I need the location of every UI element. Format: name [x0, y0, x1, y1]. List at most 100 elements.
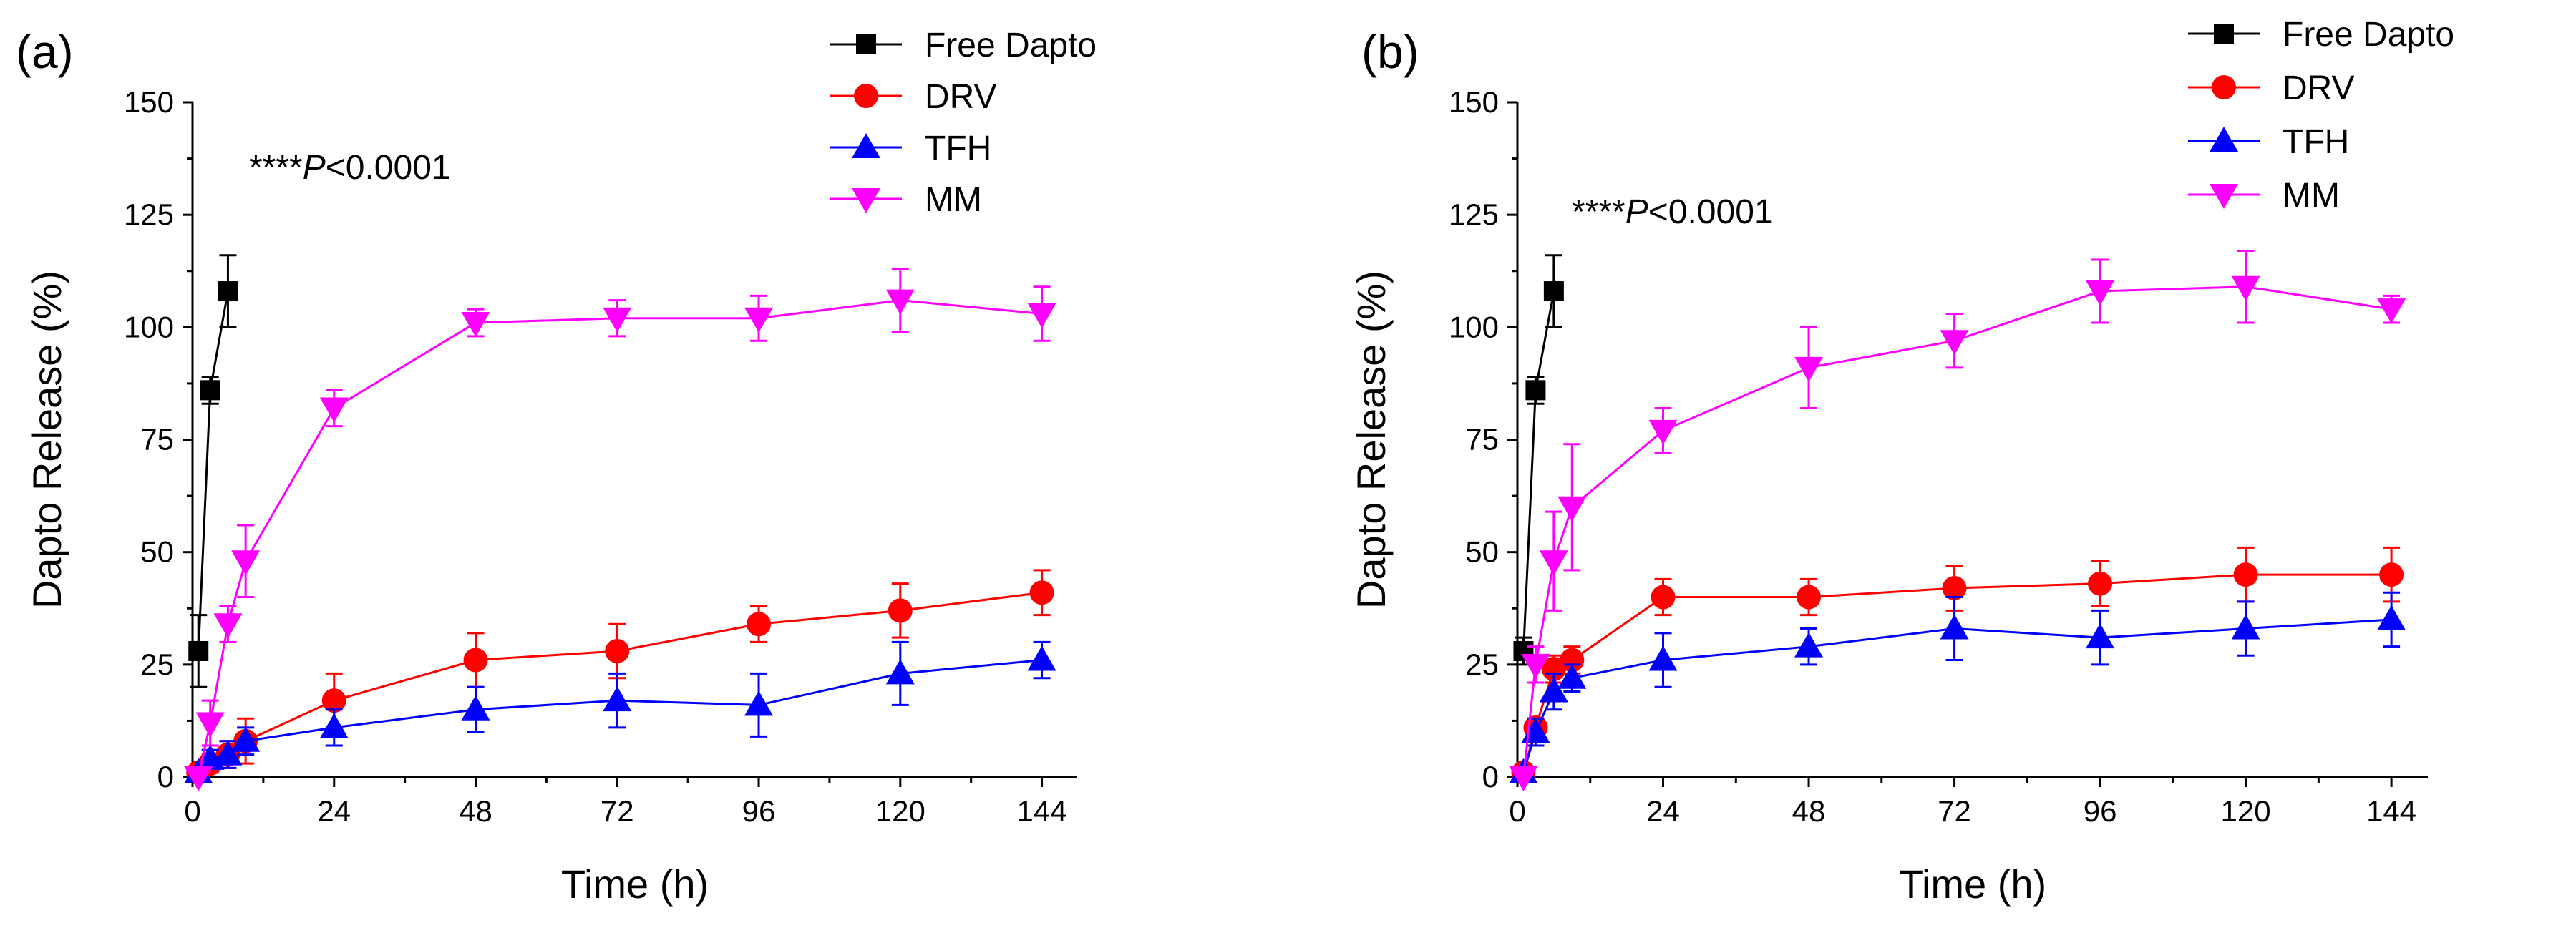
legend-entry: Free Dapto: [830, 26, 1097, 64]
series-drv: [1511, 546, 2404, 785]
data-point: [2233, 562, 2258, 587]
y-tick-label: 125: [124, 197, 174, 231]
data-point: [744, 690, 774, 716]
series-line: [1522, 285, 2392, 778]
y-tick-label: 50: [140, 535, 174, 569]
y-tick-label: 0: [1482, 760, 1499, 793]
data-point: [195, 712, 225, 738]
data-point: [319, 397, 349, 423]
y-tick-label: 125: [1449, 197, 1499, 231]
data-point: [218, 281, 238, 302]
data-point: [1027, 303, 1056, 328]
data-point: [184, 766, 213, 791]
data-point: [603, 686, 632, 712]
data-point: [1027, 645, 1056, 671]
x-tick-label: 72: [1938, 794, 1971, 828]
series-line: [1522, 290, 1555, 652]
y-tick-label: 75: [140, 423, 174, 456]
legend-entry: DRV: [830, 78, 996, 116]
data-point: [2088, 571, 2113, 596]
y-tick-label: 150: [1449, 85, 1499, 119]
legend-entry: Free Dapto: [2188, 16, 2454, 54]
x-tick-label: 24: [317, 794, 351, 828]
x-tick-label: 72: [601, 794, 634, 828]
y-tick-label: 25: [1465, 648, 1499, 681]
data-point: [463, 648, 488, 673]
data-point: [1651, 585, 1676, 610]
legend-label: Free Dapto: [2283, 16, 2454, 54]
series-tfh: [184, 640, 1056, 783]
legend-entry: TFH: [2188, 123, 2349, 161]
data-point: [2231, 614, 2260, 640]
data-point: [888, 598, 913, 623]
legend-label: DRV: [925, 78, 996, 116]
legend-entry: MM: [2188, 177, 2340, 215]
series-line: [198, 659, 1042, 773]
legend-label: DRV: [2283, 69, 2354, 107]
annotation-value: <0.0001: [326, 149, 451, 187]
legend-entry: DRV: [2188, 69, 2354, 107]
annotation-stars: ****: [1572, 193, 1625, 231]
y-tick-label: 0: [157, 760, 174, 793]
data-point: [1543, 281, 1564, 302]
data-point: [1521, 653, 1550, 679]
x-tick-label: 48: [1792, 794, 1826, 828]
y-tick-label: 150: [124, 85, 174, 119]
data-point: [1940, 614, 1969, 640]
data-point: [747, 612, 772, 637]
y-tick-label: 50: [1465, 535, 1499, 569]
data-point: [1557, 663, 1587, 689]
x-tick-label: 120: [2221, 794, 2271, 828]
legend-marker: [852, 133, 880, 158]
data-point: [321, 688, 346, 713]
series-line: [197, 290, 229, 652]
data-point: [319, 713, 349, 738]
x-tick-label: 24: [1646, 794, 1680, 828]
series-line: [198, 591, 1042, 773]
series-line: [1522, 618, 2392, 773]
data-point: [885, 289, 915, 315]
x-tick-label: 0: [1509, 794, 1525, 828]
x-axis-label: Time (h): [1899, 861, 2046, 907]
legend-label: Free Dapto: [925, 26, 1097, 64]
x-tick-label: 48: [459, 794, 492, 828]
series-line: [197, 299, 1042, 778]
data-point: [2231, 275, 2260, 301]
panel-label: (b): [1361, 25, 1419, 78]
annotation-value: <0.0001: [1648, 193, 1774, 231]
y-axis-label: Dapto Release (%): [1348, 270, 1394, 609]
legend-label: TFH: [925, 130, 991, 167]
data-point: [1794, 356, 1824, 382]
panel-label: (a): [16, 25, 74, 78]
data-point: [1509, 766, 1538, 791]
data-point: [1557, 496, 1587, 522]
data-point: [231, 550, 261, 576]
data-point: [231, 726, 261, 752]
legend-marker: [852, 188, 880, 213]
x-tick-label: 0: [184, 794, 200, 828]
data-point: [605, 638, 630, 663]
data-point: [1940, 330, 1969, 356]
significance-annotation: ****P<0.0001: [1572, 193, 1774, 231]
annotation-stars: ****: [249, 149, 303, 187]
series-drv: [186, 569, 1054, 785]
y-tick-label: 75: [1465, 423, 1499, 456]
legend-entry: TFH: [830, 130, 991, 167]
data-point: [2379, 562, 2404, 587]
legend-label: TFH: [2283, 123, 2349, 161]
data-point: [1539, 550, 1568, 576]
data-point: [213, 613, 243, 639]
legend-entry: MM: [830, 181, 982, 219]
x-tick-label: 96: [742, 794, 776, 828]
data-point: [461, 312, 490, 338]
significance-annotation: ****P<0.0001: [249, 149, 451, 187]
data-point: [1648, 645, 1678, 671]
data-point: [1029, 580, 1054, 605]
data-point: [885, 659, 915, 685]
legend-marker: [2210, 184, 2238, 209]
data-point: [1797, 585, 1822, 610]
data-point: [461, 695, 490, 721]
data-point: [1942, 575, 1967, 600]
data-point: [1560, 648, 1585, 673]
